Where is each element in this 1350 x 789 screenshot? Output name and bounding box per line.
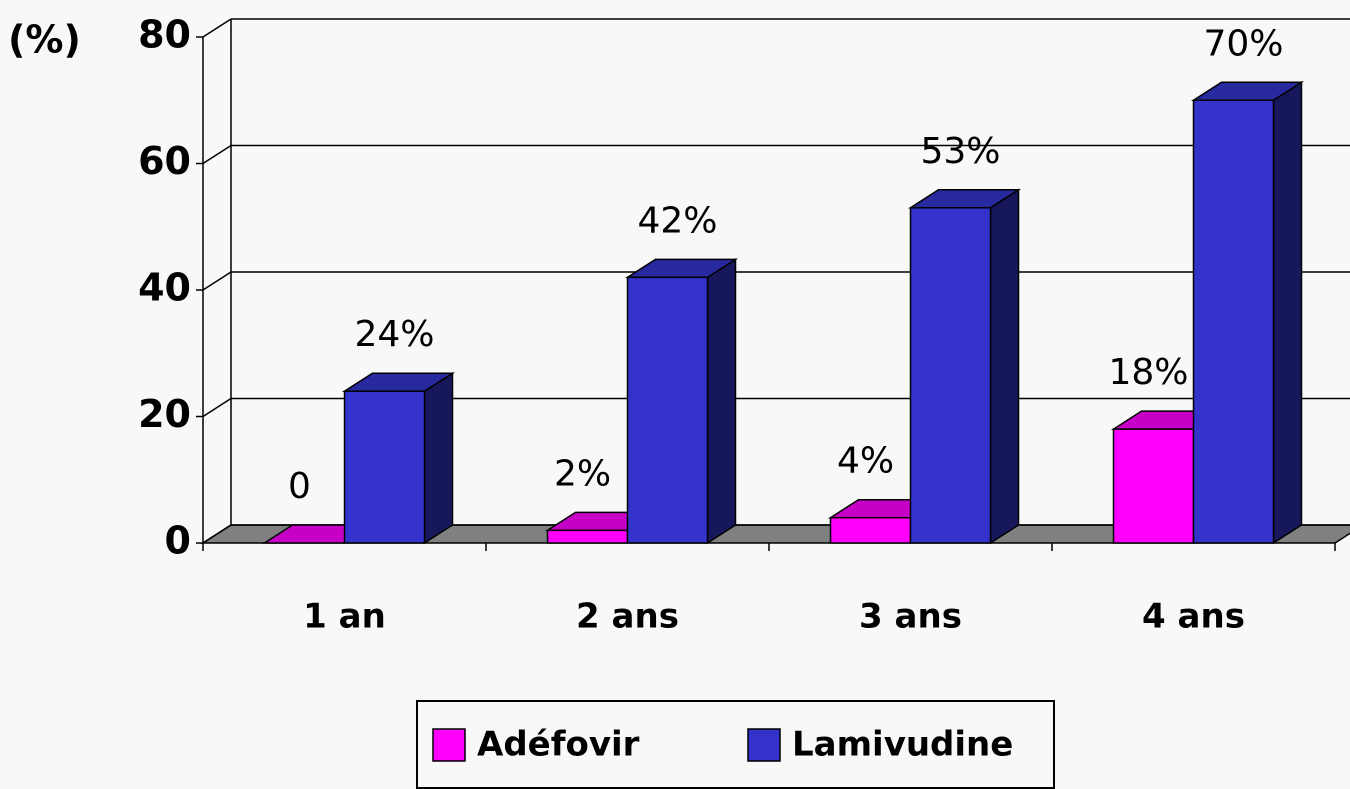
y-tick-label: 80 — [138, 13, 191, 57]
data-label: 53% — [920, 131, 1000, 172]
grid-diagonal — [202, 18, 232, 38]
data-label: 0 — [288, 466, 311, 507]
bar-side — [423, 371, 454, 545]
bar — [1192, 99, 1275, 544]
grid-diagonal — [202, 397, 232, 418]
data-label: 2% — [554, 453, 611, 494]
data-label: 70% — [1203, 23, 1283, 64]
legend-swatch — [747, 728, 781, 762]
x-tick-label: 3 ans — [859, 597, 962, 637]
bar — [909, 207, 992, 544]
legend-box — [416, 700, 1055, 789]
y-tick-label: 20 — [138, 392, 191, 436]
x-tick-label: 2 ans — [576, 597, 679, 637]
bar — [626, 276, 709, 544]
legend-label: Lamivudine — [792, 725, 1013, 765]
bar-side — [1272, 80, 1303, 545]
grid-diagonal — [202, 524, 232, 544]
x-tick-label: 1 an — [303, 597, 386, 637]
data-label: 24% — [354, 314, 434, 355]
y-tick-label: 60 — [138, 139, 191, 183]
grid-diagonal — [202, 144, 232, 165]
bar — [829, 516, 912, 544]
bar — [1112, 428, 1195, 544]
y-axis-label: (%) — [8, 18, 81, 62]
bar — [546, 529, 629, 544]
bar-side — [989, 188, 1020, 545]
bar-side — [706, 257, 737, 545]
legend-label: Adéfovir — [477, 725, 640, 765]
data-label: 4% — [837, 441, 894, 482]
x-tick-label: 4 ans — [1142, 597, 1245, 637]
data-label: 42% — [637, 200, 717, 241]
data-label: 18% — [1108, 352, 1188, 393]
y-tick-label: 0 — [165, 519, 191, 563]
legend-swatch — [432, 728, 466, 762]
bar — [343, 390, 426, 544]
y-tick-label: 40 — [138, 266, 191, 310]
grid-diagonal — [202, 271, 232, 291]
